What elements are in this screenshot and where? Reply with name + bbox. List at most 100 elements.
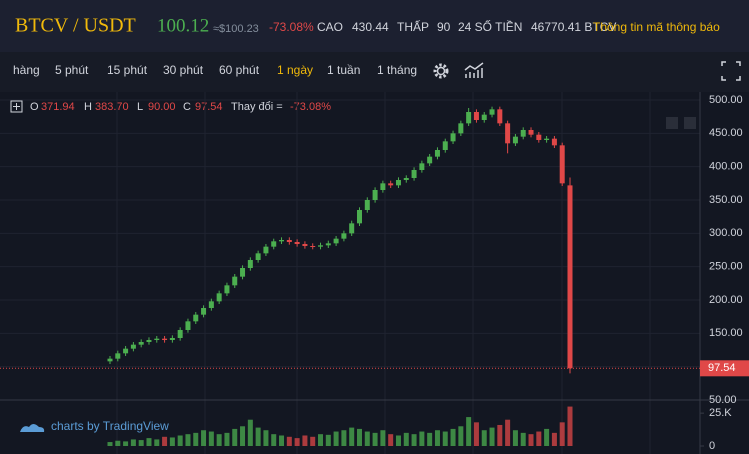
candle-body xyxy=(333,238,339,244)
candle-body xyxy=(567,185,573,369)
candle-body xyxy=(551,138,557,146)
volume-bar xyxy=(497,424,503,446)
interval-button[interactable]: hàng xyxy=(13,63,40,77)
volume-bar xyxy=(403,432,409,446)
candle-body xyxy=(208,301,214,308)
pane-button[interactable] xyxy=(666,117,678,129)
candle-body xyxy=(271,241,277,247)
volume-bar xyxy=(419,431,425,446)
y-tick-label: 500.00 xyxy=(709,94,743,106)
candle-body xyxy=(107,358,113,362)
candle-body xyxy=(403,178,409,180)
interval-button[interactable]: 30 phút xyxy=(163,63,204,77)
candle-body xyxy=(497,109,503,124)
volume-bar xyxy=(138,440,144,446)
volume-bar xyxy=(434,430,440,446)
volume-bar xyxy=(169,437,175,446)
candle-body xyxy=(169,338,175,340)
candle-body xyxy=(286,240,292,242)
candle-body xyxy=(146,340,152,342)
candle-body xyxy=(318,245,324,247)
candle-body xyxy=(302,244,308,246)
settings-icon[interactable] xyxy=(433,63,449,79)
volume: 46770.41 BTCV xyxy=(531,20,616,34)
legend-h-label: H xyxy=(84,101,92,113)
candle-body xyxy=(442,141,448,150)
volume-bar xyxy=(247,419,253,446)
pane-button[interactable] xyxy=(684,117,696,129)
volume-bar xyxy=(341,430,347,446)
volume-bar xyxy=(130,439,136,446)
candle-body xyxy=(154,338,160,340)
volume-bar xyxy=(442,431,448,446)
candle-body xyxy=(450,133,456,142)
token-info[interactable]: Thông tin mã thông báo xyxy=(593,20,720,34)
candle-body xyxy=(177,330,183,338)
volume-bar xyxy=(388,434,394,446)
candle-body xyxy=(123,348,129,354)
volume-bar xyxy=(473,422,479,446)
interval-button[interactable]: 15 phút xyxy=(107,63,148,77)
legend-c: 97.54 xyxy=(195,101,223,113)
candle-body xyxy=(201,308,207,315)
indicator-icon[interactable] xyxy=(464,62,484,78)
legend-l: 90.00 xyxy=(148,101,176,113)
legend-l-label: L xyxy=(137,101,143,113)
candle-body xyxy=(528,130,534,135)
legend-h: 383.70 xyxy=(95,101,129,113)
high-label: CAO xyxy=(317,20,343,34)
candle-body xyxy=(364,200,370,210)
candle-body xyxy=(434,150,440,157)
candle-body xyxy=(130,344,136,349)
volume-bar xyxy=(240,426,246,446)
y-tick-label: 200.00 xyxy=(709,294,743,306)
legend-o-label: O xyxy=(30,101,39,113)
y-tick-label: 450.00 xyxy=(709,127,743,139)
credit[interactable]: charts by TradingView xyxy=(51,419,169,433)
candle-body xyxy=(325,243,331,246)
volume-bar xyxy=(279,435,285,446)
volume-bar xyxy=(559,422,565,446)
interval-button[interactable]: 5 phút xyxy=(55,63,89,77)
volume-bar xyxy=(263,430,269,446)
volume-bar xyxy=(255,427,261,446)
legend-o: 371.94 xyxy=(41,101,75,113)
interval-button[interactable]: 1 tuần xyxy=(327,63,360,77)
volume-bar xyxy=(356,428,362,446)
candle-body xyxy=(162,338,168,340)
candle-body xyxy=(224,285,230,294)
volume-bar xyxy=(232,428,238,446)
fullscreen-icon[interactable] xyxy=(721,61,741,81)
header-bar xyxy=(0,0,749,52)
candle-body xyxy=(115,353,121,359)
volume-bar xyxy=(216,434,222,446)
volume-bar xyxy=(544,428,550,446)
volume-bar xyxy=(427,432,433,446)
candle-body xyxy=(489,109,495,115)
y-tick-label: 50.00 xyxy=(709,394,737,406)
candle-body xyxy=(505,123,511,144)
y-tick-label: 400.00 xyxy=(709,161,743,173)
volume-bar xyxy=(185,434,191,446)
volume-bar xyxy=(286,436,292,446)
chart-area xyxy=(0,92,749,454)
volume-bar xyxy=(520,432,526,446)
interval-button[interactable]: 60 phút xyxy=(219,63,260,77)
candle-body xyxy=(411,170,417,178)
volume-bar xyxy=(107,442,113,446)
volume-bar xyxy=(411,434,417,446)
candle-body xyxy=(466,112,472,124)
interval-button[interactable]: 1 tháng xyxy=(377,63,417,77)
low: 90 xyxy=(437,20,451,34)
change: -73.08% xyxy=(269,20,314,34)
interval-button[interactable]: 1 ngày xyxy=(277,63,313,77)
candle-body xyxy=(473,112,479,120)
volume-bar xyxy=(154,439,160,446)
candle-body xyxy=(349,223,355,234)
legend-toggle[interactable] xyxy=(10,100,23,113)
volume-bar xyxy=(372,432,378,446)
candle-body xyxy=(279,240,285,242)
volume-bar xyxy=(489,427,495,446)
candle-body xyxy=(240,268,246,277)
volume-label: 24 SỐ TIỀN xyxy=(458,19,522,34)
